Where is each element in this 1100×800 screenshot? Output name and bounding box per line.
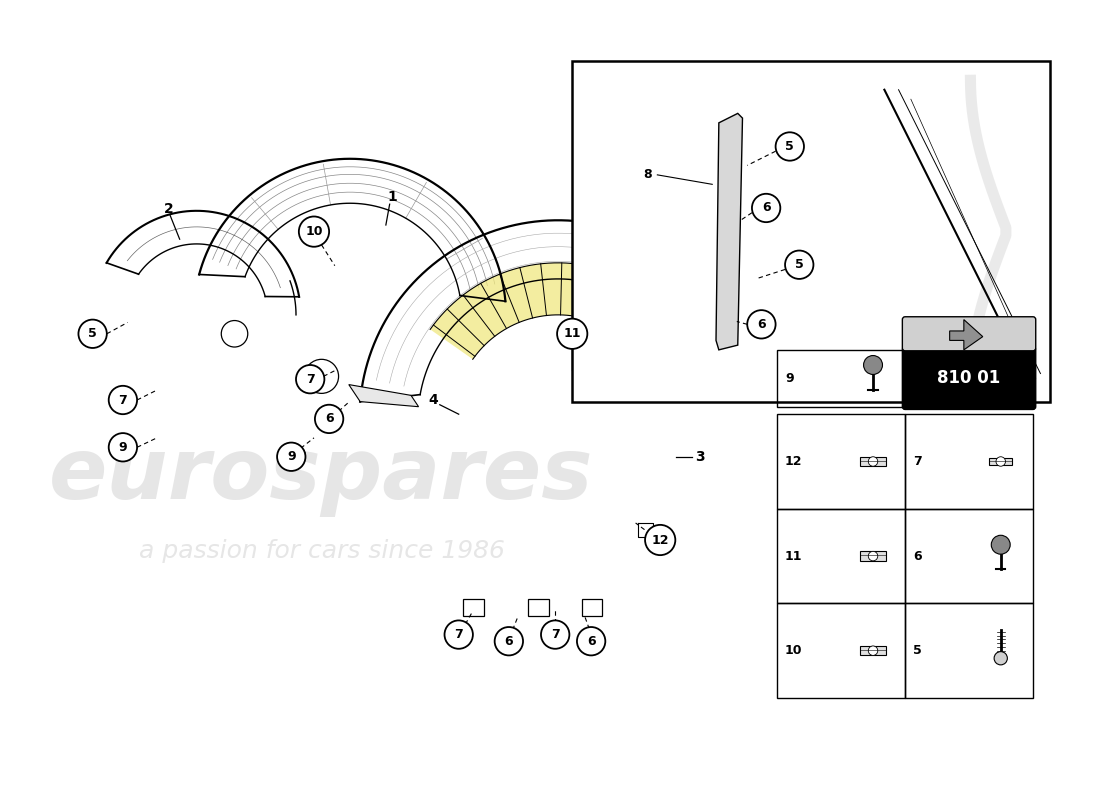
Text: 12: 12 [651,534,669,546]
Text: 6: 6 [757,318,766,331]
Text: 810 01: 810 01 [937,370,1000,387]
Circle shape [305,359,339,394]
Text: 10: 10 [785,644,803,657]
Circle shape [296,365,324,394]
Circle shape [576,627,605,655]
Text: 6: 6 [324,413,333,426]
Bar [528,598,549,616]
Text: 7: 7 [913,455,922,468]
Circle shape [277,442,306,471]
Polygon shape [860,646,887,655]
Text: 3: 3 [695,450,705,464]
Text: 11: 11 [563,327,581,340]
Bar [778,414,905,509]
Circle shape [109,386,138,414]
Polygon shape [860,457,887,466]
Text: 7: 7 [306,373,315,386]
Polygon shape [949,319,982,350]
Polygon shape [989,458,1012,466]
Polygon shape [716,114,742,350]
Circle shape [290,447,306,462]
Text: 9: 9 [785,372,794,385]
Text: 7: 7 [119,394,128,406]
Bar [778,509,905,603]
Text: 9: 9 [287,450,296,463]
Text: 7: 7 [454,628,463,641]
Bar [905,603,1033,698]
Text: 6: 6 [762,202,770,214]
Circle shape [868,457,878,466]
Polygon shape [349,385,419,406]
Circle shape [299,217,329,246]
Circle shape [991,535,1010,554]
Bar [905,509,1033,603]
Bar [572,62,1049,402]
Circle shape [557,318,587,349]
FancyBboxPatch shape [902,317,1036,351]
Text: 1: 1 [387,190,397,204]
Circle shape [109,433,138,462]
Circle shape [495,627,522,655]
Text: eurospares: eurospares [50,434,594,517]
Text: 5: 5 [795,258,804,271]
Bar [582,598,603,616]
Circle shape [221,321,248,347]
Polygon shape [430,263,678,359]
Circle shape [541,621,570,649]
Circle shape [645,525,675,555]
Text: 5: 5 [785,140,794,153]
FancyBboxPatch shape [902,347,1036,410]
Text: 5: 5 [88,327,97,340]
Text: 9: 9 [119,441,128,454]
Circle shape [315,405,343,433]
Text: a passion for cars since 1986: a passion for cars since 1986 [139,539,505,563]
Circle shape [752,194,780,222]
Text: 6: 6 [586,634,595,648]
Text: 12: 12 [785,455,803,468]
Bar [778,350,905,406]
Circle shape [444,621,473,649]
Circle shape [785,250,813,279]
Text: 5: 5 [913,644,922,657]
Circle shape [868,551,878,561]
Circle shape [776,132,804,161]
Circle shape [994,652,1008,665]
Text: 10: 10 [305,225,322,238]
Text: 2: 2 [164,202,173,216]
Text: 11: 11 [785,550,803,562]
Circle shape [864,355,882,374]
Circle shape [747,310,776,338]
Polygon shape [860,551,887,561]
Circle shape [78,319,107,348]
Circle shape [996,457,1005,466]
Text: 8: 8 [644,168,652,182]
Bar [778,603,905,698]
Bar [463,598,484,616]
Text: 4: 4 [428,393,438,407]
Bar [905,414,1033,509]
Circle shape [868,646,878,655]
Text: 6: 6 [505,634,514,648]
Text: 7: 7 [551,628,560,641]
Text: 6: 6 [913,550,922,562]
